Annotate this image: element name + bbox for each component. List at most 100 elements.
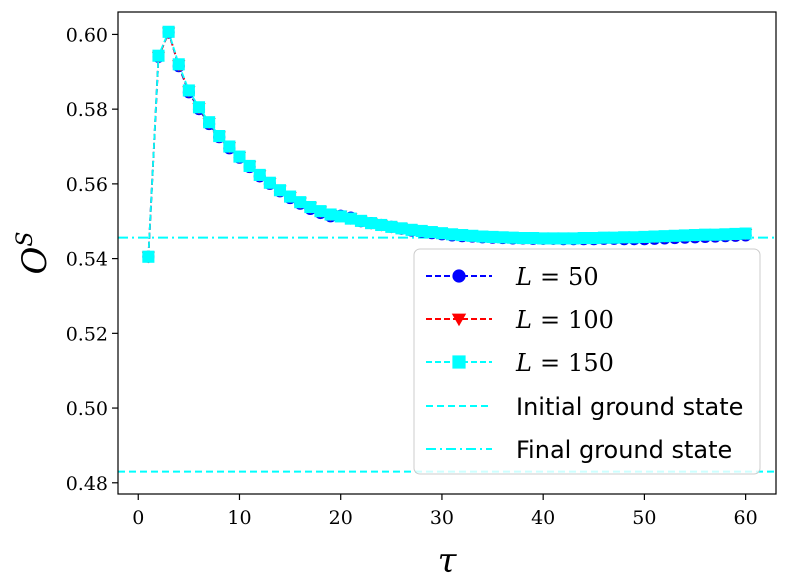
x-tick-label: 60 <box>734 507 758 529</box>
legend-label-L100: L = 100 <box>515 306 614 334</box>
data-point-L150 <box>192 101 206 114</box>
series-line-L100 <box>147 29 746 257</box>
data-point-L150 <box>506 231 519 244</box>
legend-label-var: L <box>515 306 532 334</box>
data-point-L150 <box>526 232 540 245</box>
legend-label-value: 50 <box>568 263 599 291</box>
data-point-L150 <box>233 150 246 163</box>
y-tick-label: 0.48 <box>66 473 108 495</box>
data-point-L150 <box>142 250 155 263</box>
plot-frame <box>117 11 777 495</box>
series-line-L150 <box>147 29 746 257</box>
legend-label-var: L <box>515 263 532 291</box>
legend-marker-L150 <box>452 355 466 369</box>
data-point-L150 <box>446 228 459 241</box>
y-axis-label-main: O <box>15 246 55 274</box>
legend-label-equals: = <box>540 263 560 291</box>
data-point-L150 <box>587 232 600 245</box>
x-tick-label: 30 <box>430 507 454 529</box>
y-tick-label: 0.56 <box>66 174 108 196</box>
data-point-L150 <box>597 231 610 244</box>
data-point-L150 <box>668 229 681 242</box>
data-point-L150 <box>658 230 671 243</box>
data-point-L150 <box>618 231 631 244</box>
data-point-L150 <box>253 168 266 181</box>
data-point-L150 <box>284 190 297 203</box>
legend-label-final: Final ground state <box>516 436 732 464</box>
data-point-L150 <box>405 223 418 236</box>
data-point-L150 <box>678 229 691 242</box>
legend-label-value: 100 <box>568 306 614 334</box>
data-point-L150 <box>476 230 489 243</box>
x-tick-label: 20 <box>329 507 353 529</box>
data-point-L150 <box>314 205 327 218</box>
data-point-L150 <box>648 230 661 243</box>
y-tick-label: 0.60 <box>66 24 108 46</box>
data-point-L150 <box>547 232 560 245</box>
data-point-L150 <box>415 224 428 238</box>
data-point-L150 <box>294 196 307 209</box>
data-point-L150 <box>577 232 590 245</box>
data-point-L150 <box>344 212 357 225</box>
data-point-L150 <box>628 231 641 244</box>
series-layer <box>141 25 753 264</box>
data-point-L150 <box>425 226 438 239</box>
data-point-L150 <box>456 229 469 242</box>
data-point-L150 <box>607 231 621 244</box>
data-point-L150 <box>385 220 398 233</box>
data-point-L150 <box>213 129 226 143</box>
y-axis-label: OS <box>13 232 55 275</box>
y-tick-label: 0.52 <box>66 323 108 345</box>
data-point-L150 <box>516 232 529 245</box>
legend-marker-L50 <box>452 269 466 283</box>
x-tick-label: 50 <box>632 507 656 529</box>
data-point-L150 <box>223 140 236 153</box>
data-point-L150 <box>486 230 499 243</box>
data-point-L150 <box>719 228 732 241</box>
data-point-L150 <box>243 159 256 172</box>
legend-label-equals: = <box>540 306 560 334</box>
legend-item-L150: L = 150 <box>426 349 614 377</box>
data-point-L150 <box>739 227 752 240</box>
legend-item-initial: Initial ground state <box>426 393 743 421</box>
data-point-L150 <box>557 232 570 245</box>
data-point-L150 <box>263 176 276 189</box>
legend-label-initial: Initial ground state <box>516 393 743 421</box>
data-point-L150 <box>365 217 378 230</box>
data-point-L150 <box>172 58 185 71</box>
y-tick-label: 0.58 <box>66 99 108 121</box>
legend-label-value: 150 <box>568 349 614 377</box>
data-point-L150 <box>375 218 388 232</box>
x-tick-label: 0 <box>132 507 144 529</box>
data-point-L150 <box>395 222 408 235</box>
x-tick-label: 40 <box>531 507 555 529</box>
legend-label-L150: L = 150 <box>515 349 614 377</box>
legend-item-L50: L = 50 <box>426 263 599 291</box>
y-axis-label-superscript: S <box>13 232 38 247</box>
data-point-L150 <box>466 229 479 242</box>
data-point-L150 <box>182 84 195 97</box>
legend-label-equals: = <box>540 349 560 377</box>
data-point-L150 <box>162 25 175 38</box>
data-point-L150 <box>152 49 165 62</box>
data-point-L150 <box>354 214 368 227</box>
x-tick-label: 10 <box>227 507 251 529</box>
y-tick-label: 0.50 <box>66 398 108 420</box>
data-point-L150 <box>709 228 722 241</box>
y-tick-label: 0.54 <box>66 249 108 271</box>
legend-box <box>413 248 761 475</box>
legend-label-var: L <box>515 349 532 377</box>
data-point-L150 <box>273 184 287 197</box>
x-axis-label: τ <box>438 541 458 581</box>
data-point-L150 <box>334 210 347 223</box>
data-point-L150 <box>537 232 550 245</box>
data-point-L150 <box>435 227 448 240</box>
legend-label-L50: L = 50 <box>515 263 599 291</box>
data-point-L150 <box>304 200 317 214</box>
data-point-L150 <box>688 229 702 242</box>
legend: L = 50 L = 100 L = 150 Initial ground state Final … <box>413 248 761 475</box>
data-point-L150 <box>699 228 712 241</box>
series-L150 <box>142 25 752 263</box>
legend-item-L100: L = 100 <box>426 306 614 334</box>
